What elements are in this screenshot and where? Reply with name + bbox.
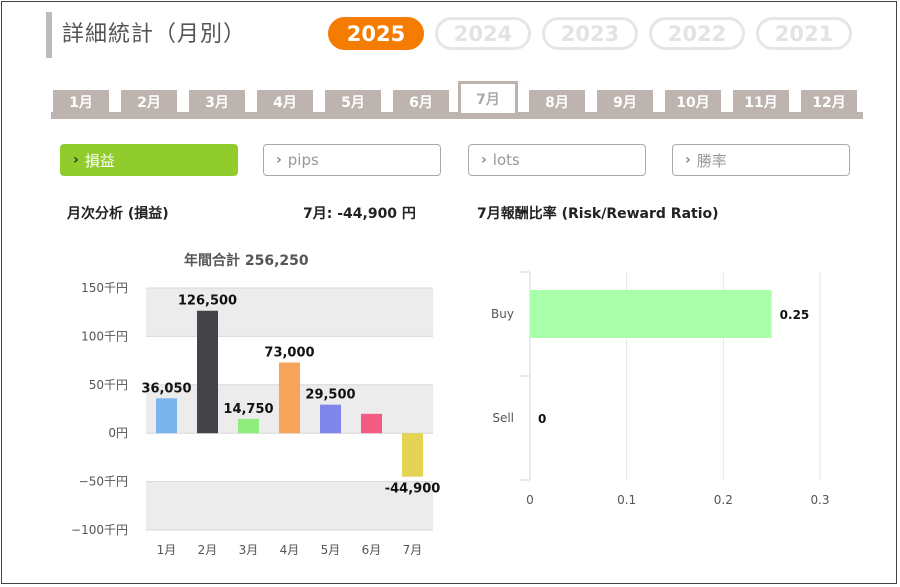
y-category-label: Buy bbox=[491, 307, 514, 321]
year-button-2025[interactable]: 2025 bbox=[328, 17, 424, 50]
x-tick-label: 7月 bbox=[403, 543, 423, 557]
month-tabs: 1月 2月 3月 4月 5月 6月 7月 8月 9月 10月 11月 12月 bbox=[51, 81, 863, 119]
year-button-2023[interactable]: 2023 bbox=[542, 17, 638, 50]
chevron-right-icon: › bbox=[73, 152, 79, 168]
y-tick-label: 100千円 bbox=[81, 329, 128, 343]
tab-month-12[interactable]: 12月 bbox=[801, 90, 857, 114]
data-label: 73,000 bbox=[264, 346, 314, 361]
plot-band bbox=[146, 481, 433, 530]
page-title: 詳細統計（月別） bbox=[62, 22, 247, 47]
data-label: -44,900 bbox=[385, 482, 441, 497]
data-label: 36,050 bbox=[141, 381, 191, 396]
year-button-2021[interactable]: 2021 bbox=[756, 17, 852, 50]
category-button-profit[interactable]: › 損益 bbox=[60, 144, 238, 176]
y-tick-label: −50千円 bbox=[79, 475, 128, 489]
data-label: 14,750 bbox=[223, 402, 273, 417]
category-button-winrate[interactable]: › 勝率 bbox=[672, 144, 850, 176]
category-label: pips bbox=[287, 151, 319, 169]
bar bbox=[156, 398, 177, 434]
tab-month-1[interactable]: 1月 bbox=[53, 90, 109, 114]
chevron-right-icon: › bbox=[685, 152, 691, 168]
data-label: 126,500 bbox=[178, 294, 237, 309]
plot-band bbox=[146, 288, 433, 337]
y-tick-label: 50千円 bbox=[89, 378, 128, 392]
bar bbox=[197, 310, 218, 434]
y-tick-label: −100千円 bbox=[71, 523, 128, 537]
tab-month-9[interactable]: 9月 bbox=[597, 90, 653, 114]
rr-heading: 7月報酬比率 (Risk/Reward Ratio) bbox=[477, 206, 719, 222]
category-label: 損益 bbox=[84, 151, 115, 170]
tab-month-3[interactable]: 3月 bbox=[189, 90, 245, 114]
x-tick-label: 0.3 bbox=[810, 493, 829, 507]
data-label: 0.25 bbox=[780, 308, 810, 322]
category-button-pips[interactable]: › pips bbox=[263, 144, 441, 176]
year-button-2022[interactable]: 2022 bbox=[649, 17, 745, 50]
x-tick-label: 3月 bbox=[239, 543, 259, 557]
bar bbox=[402, 433, 423, 477]
bar bbox=[320, 404, 341, 434]
category-button-lots[interactable]: › lots bbox=[468, 144, 646, 176]
x-tick-label: 6月 bbox=[362, 543, 382, 557]
x-tick-label: 5月 bbox=[321, 543, 341, 557]
x-tick-label: 0 bbox=[526, 493, 534, 507]
monthly-summary: 7月: -44,900 円 bbox=[303, 206, 416, 222]
tab-month-7[interactable]: 7月 bbox=[458, 81, 518, 113]
year-selector: 2025 2024 2023 2022 2021 bbox=[328, 17, 852, 50]
y-category-label: Sell bbox=[492, 411, 514, 425]
x-tick-label: 0.2 bbox=[714, 493, 733, 507]
tab-month-5[interactable]: 5月 bbox=[325, 90, 381, 114]
bar bbox=[361, 413, 382, 434]
category-label: lots bbox=[492, 151, 520, 169]
tab-month-6[interactable]: 6月 bbox=[393, 90, 449, 114]
bar bbox=[530, 290, 772, 338]
tab-month-4[interactable]: 4月 bbox=[257, 90, 313, 114]
title-accent-bar bbox=[46, 12, 52, 58]
x-tick-label: 1月 bbox=[157, 543, 177, 557]
bar bbox=[238, 418, 259, 434]
y-tick-label: 0円 bbox=[108, 426, 128, 440]
tab-month-11[interactable]: 11月 bbox=[733, 90, 789, 114]
data-label: 29,500 bbox=[305, 388, 355, 403]
monthly-bar-chart: 150千円 100千円 50千円 0円 −50千円 −100千円 1月 36,050 2月 126… bbox=[71, 281, 441, 557]
y-tick-label: 150千円 bbox=[81, 281, 128, 295]
tab-month-2[interactable]: 2月 bbox=[121, 90, 177, 114]
chevron-right-icon: › bbox=[481, 152, 487, 168]
bar bbox=[279, 362, 300, 434]
tab-month-8[interactable]: 8月 bbox=[529, 90, 585, 114]
tab-month-10[interactable]: 10月 bbox=[665, 90, 721, 114]
x-tick-label: 4月 bbox=[280, 543, 300, 557]
x-tick-label: 0.1 bbox=[617, 493, 636, 507]
year-button-2024[interactable]: 2024 bbox=[435, 17, 531, 50]
rr-bar-chart: 0 0.1 0.2 0.3 Buy 0.25 Sell 0 bbox=[491, 271, 830, 507]
month-tabs-baseline bbox=[51, 112, 863, 119]
data-label: 0 bbox=[538, 412, 546, 426]
monthly-analysis-heading: 月次分析 (損益) bbox=[67, 206, 169, 222]
x-tick-label: 2月 bbox=[198, 543, 218, 557]
chevron-right-icon: › bbox=[276, 152, 282, 168]
annual-total: 年間合計 256,250 bbox=[184, 253, 309, 269]
category-label: 勝率 bbox=[696, 151, 727, 170]
